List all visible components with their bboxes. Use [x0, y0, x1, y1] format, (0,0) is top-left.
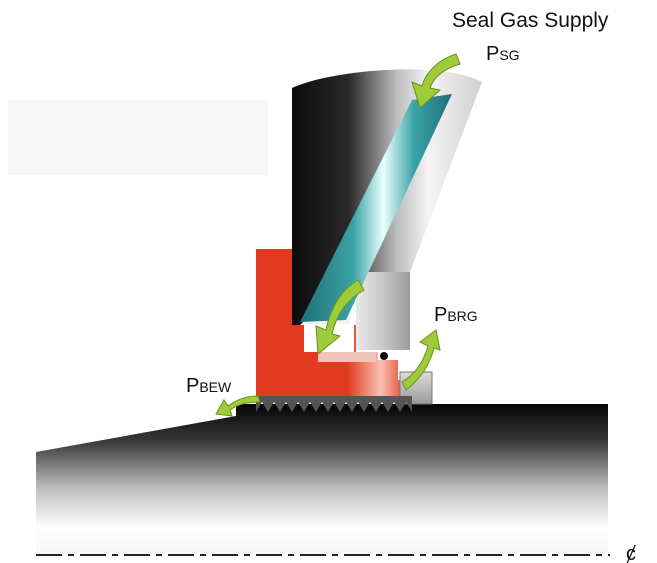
- nozzle-lower: [356, 250, 410, 350]
- label-psg: PSG: [486, 43, 520, 65]
- background-smudge: [8, 100, 268, 175]
- seal-cavity-lower: [318, 352, 376, 362]
- label-psg-main: P: [486, 43, 499, 65]
- bearing-flow-arrow: [401, 329, 441, 391]
- o-ring: [380, 352, 388, 360]
- label-pbew-main: P: [186, 375, 199, 397]
- label-pbrg: PBRG: [434, 304, 478, 326]
- seal-teeth: [256, 396, 412, 412]
- label-pbew-sub: BEW: [199, 379, 232, 395]
- label-centerline: ȼ: [626, 543, 636, 563]
- label-pbrg-main: P: [434, 304, 447, 326]
- label-seal-gas-supply: Seal Gas Supply: [452, 9, 609, 32]
- bew-flow-arrow: [215, 395, 261, 417]
- label-pbrg-sub: BRG: [447, 308, 477, 324]
- gas-channel: [300, 94, 452, 322]
- channel-flow-arrow: [315, 279, 365, 355]
- shaft: [36, 404, 608, 555]
- label-psg-sub: SG: [499, 47, 519, 63]
- label-pbew: PBEW: [186, 375, 232, 397]
- supply-flow-arrow: [411, 53, 461, 109]
